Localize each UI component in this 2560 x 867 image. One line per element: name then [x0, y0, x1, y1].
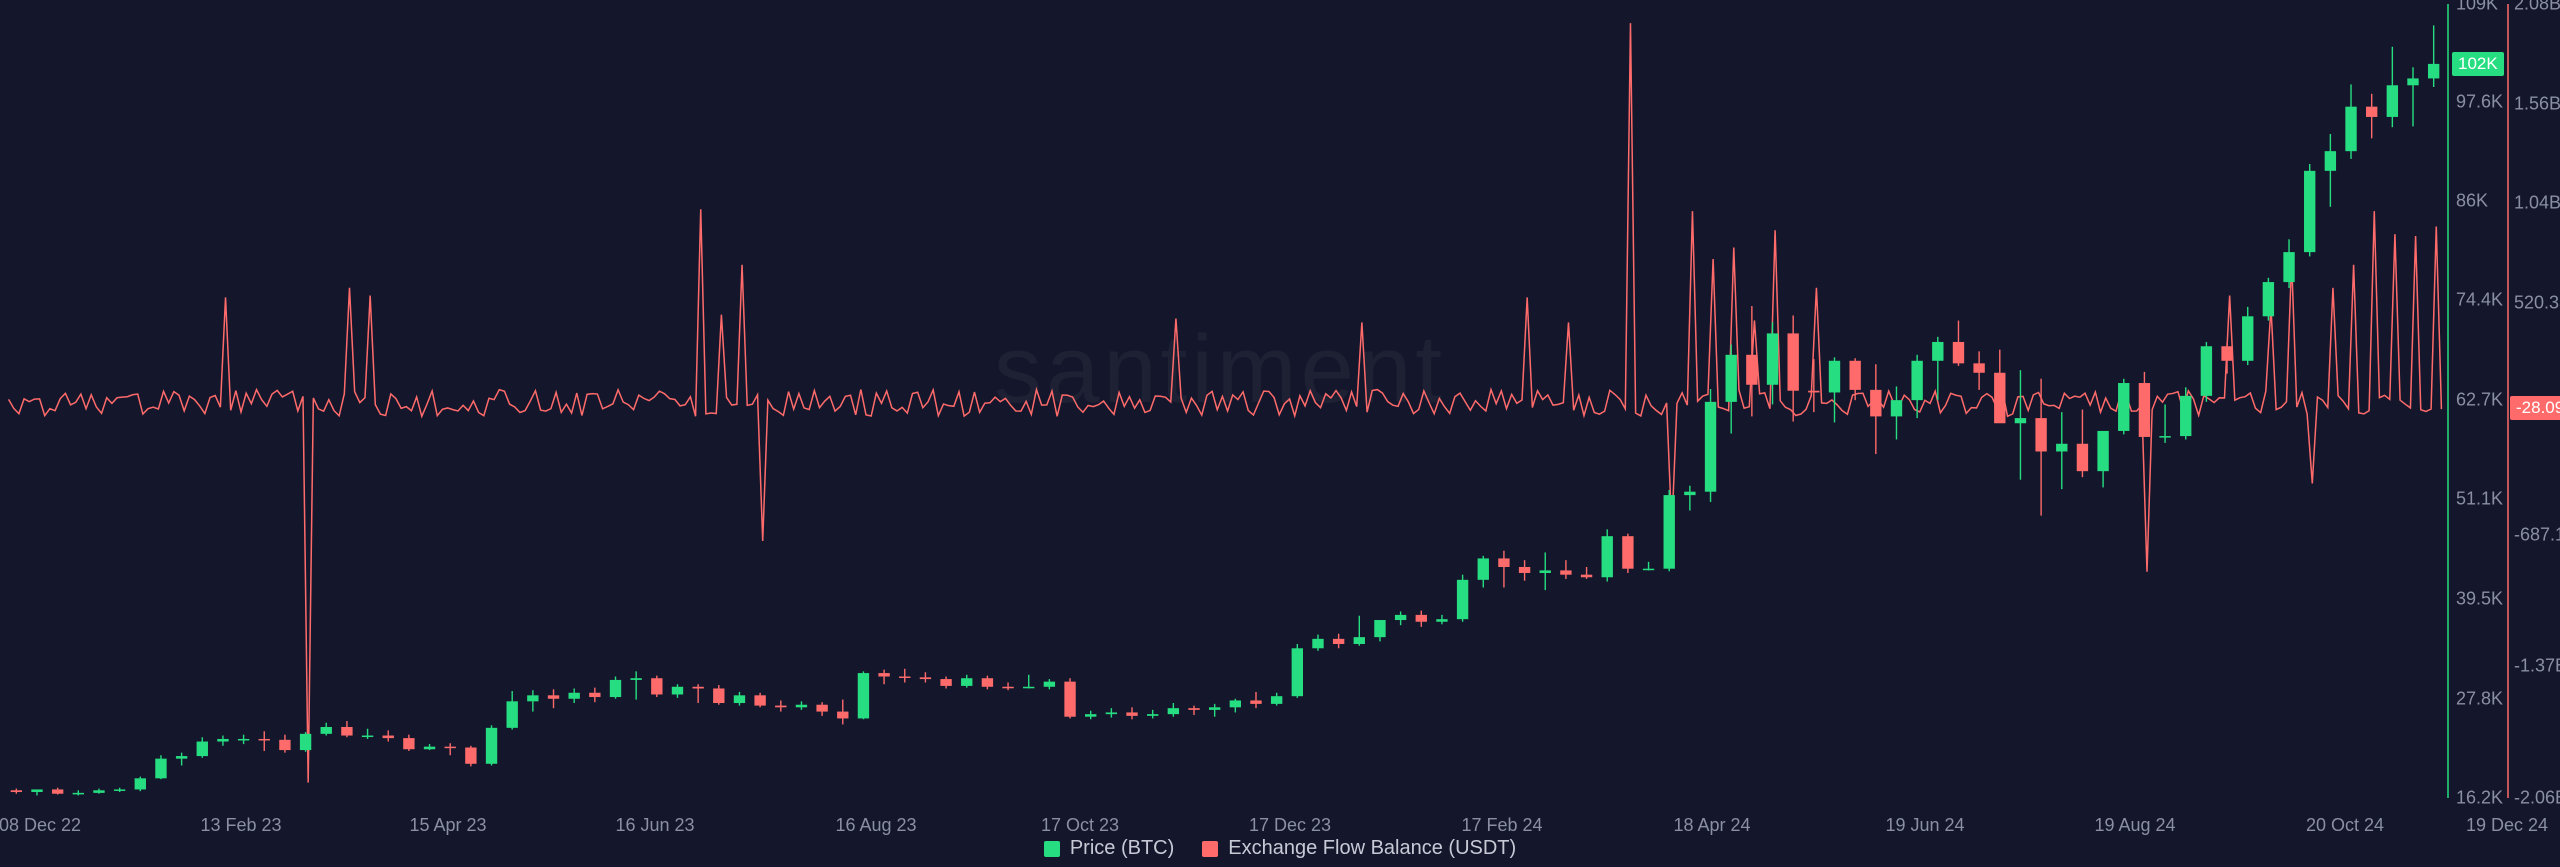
x-tick-label: 16 Jun 23: [615, 815, 694, 836]
legend: Price (BTC) Exchange Flow Balance (USDT): [0, 837, 2560, 860]
flow-badge: -28.09M: [2510, 396, 2560, 420]
y-left-tick-label: 62.7K: [2456, 390, 2503, 411]
y-left-tick-label: 39.5K: [2456, 588, 2503, 609]
y-left-tick-label: 109K: [2456, 0, 2498, 15]
y-right-tick-label: -1.37B: [2514, 655, 2560, 676]
y-right-tick-label: 1.04B: [2514, 193, 2560, 214]
x-tick-label: 19 Aug 24: [2094, 815, 2175, 836]
x-tick-label: 15 Apr 23: [409, 815, 486, 836]
flow-line: [9, 23, 2442, 782]
legend-swatch: [1202, 841, 1218, 857]
chart-root: santiment 08 Dec 2213 Feb 2315 Apr 2316 …: [0, 0, 2560, 867]
x-tick-label: 19 Jun 24: [1885, 815, 1964, 836]
y-right-tick-label: 520.33M: [2514, 293, 2560, 314]
y-left-tick-label: 16.2K: [2456, 788, 2503, 809]
legend-item[interactable]: Exchange Flow Balance (USDT): [1202, 837, 1516, 860]
legend-item[interactable]: Price (BTC): [1044, 837, 1174, 860]
x-tick-label: 17 Dec 23: [1249, 815, 1331, 836]
y-left-tick-label: 27.8K: [2456, 688, 2503, 709]
y-left-tick-label: 74.4K: [2456, 290, 2503, 311]
x-tick-label: 17 Feb 24: [1461, 815, 1542, 836]
price-badge: 102K: [2452, 52, 2504, 76]
x-tick-label: 08 Dec 22: [0, 815, 81, 836]
y-left-tick-label: 86K: [2456, 190, 2488, 211]
x-tick-label: 13 Feb 23: [200, 815, 281, 836]
candles: [11, 25, 2440, 795]
y-left-tick-label: 97.6K: [2456, 91, 2503, 112]
chart-svg[interactable]: [0, 0, 2560, 867]
x-tick-label: 20 Oct 24: [2306, 815, 2384, 836]
legend-label: Exchange Flow Balance (USDT): [1228, 837, 1516, 860]
y-left-tick-label: 51.1K: [2456, 489, 2503, 510]
y-right-tick-label: 1.56B: [2514, 93, 2560, 114]
y-right-tick-label: 2.08B: [2514, 0, 2560, 15]
x-tick-label: 18 Apr 24: [1673, 815, 1750, 836]
x-tick-label: 19 Dec 24: [2466, 815, 2548, 836]
legend-swatch: [1044, 841, 1060, 857]
y-right-tick-label: -687.1M: [2514, 524, 2560, 545]
x-tick-label: 17 Oct 23: [1041, 815, 1119, 836]
x-tick-label: 16 Aug 23: [835, 815, 916, 836]
y-right-tick-label: -2.06B: [2514, 788, 2560, 809]
legend-label: Price (BTC): [1070, 837, 1174, 860]
